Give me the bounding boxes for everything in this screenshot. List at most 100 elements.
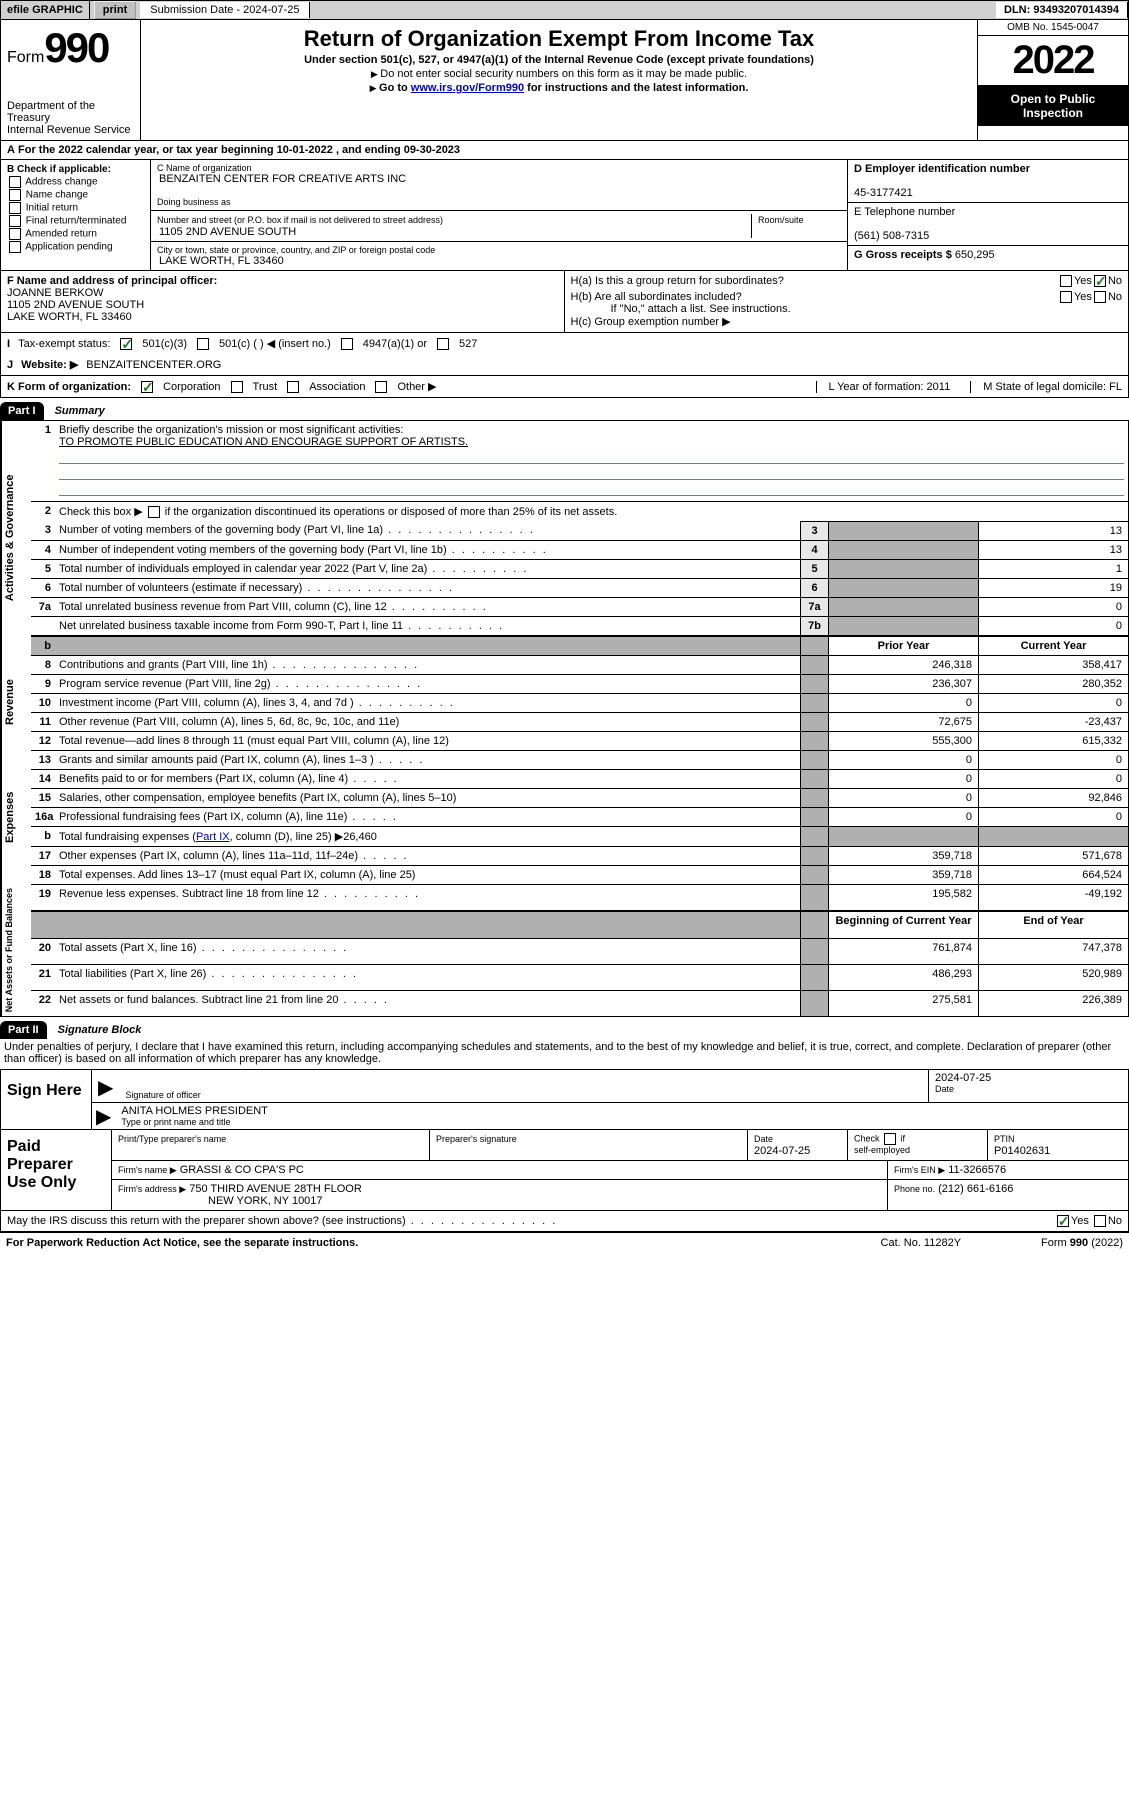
r15-py: 0 xyxy=(828,788,978,807)
r7b-desc: Net unrelated business taxable income fr… xyxy=(55,616,800,635)
r10-cy: 0 xyxy=(978,693,1128,712)
sign-here-block: Sign Here ▶ Signature of officer 2024-07… xyxy=(0,1069,1129,1130)
r12-py: 555,300 xyxy=(828,731,978,750)
cb-discontinued[interactable] xyxy=(148,506,160,518)
cb-ha-no[interactable] xyxy=(1094,275,1106,287)
r17-desc: Other expenses (Part IX, column (A), lin… xyxy=(55,846,800,865)
org-name: BENZAITEN CENTER FOR CREATIVE ARTS INC xyxy=(157,173,841,185)
print-button[interactable]: print xyxy=(94,1,136,19)
link-part-ix[interactable]: Part IX xyxy=(196,831,230,843)
line-k-l-m: K Form of organization: Corporation Trus… xyxy=(0,376,1129,398)
current-year-hdr: Current Year xyxy=(978,635,1128,655)
r16a-cy: 0 xyxy=(978,807,1128,826)
ptin-label: PTIN xyxy=(994,1134,1015,1144)
cb-other[interactable] xyxy=(375,381,387,393)
mission-text: TO PROMOTE PUBLIC EDUCATION AND ENCOURAG… xyxy=(59,436,468,448)
section-b-c-d: B Check if applicable: Address change Na… xyxy=(0,160,1129,271)
cb-app-pending[interactable] xyxy=(9,241,21,253)
cb-address-change[interactable] xyxy=(9,176,21,188)
omb-number: OMB No. 1545-0047 xyxy=(978,20,1128,36)
side-governance: Activities & Governance xyxy=(1,421,31,655)
cb-discuss-no[interactable] xyxy=(1094,1215,1106,1227)
cb-hb-yes[interactable] xyxy=(1060,291,1072,303)
dln: DLN: 93493207014394 xyxy=(996,2,1128,18)
r21-desc: Total liabilities (Part X, line 26) xyxy=(55,964,800,990)
year-formation: L Year of formation: 2011 xyxy=(816,381,963,393)
ein-label: D Employer identification number xyxy=(854,163,1030,175)
part1-header: Part I xyxy=(0,402,44,420)
irs-link[interactable]: www.irs.gov/Form990 xyxy=(411,82,524,94)
declaration-text: Under penalties of perjury, I declare th… xyxy=(0,1039,1129,1067)
sig-date: 2024-07-25 xyxy=(935,1072,1122,1084)
r13-cy: 0 xyxy=(978,750,1128,769)
r9-cy: 280,352 xyxy=(978,674,1128,693)
r5-desc: Total number of individuals employed in … xyxy=(55,559,800,578)
r4-val: 13 xyxy=(978,540,1128,559)
r14-py: 0 xyxy=(828,769,978,788)
addr-label: Number and street (or P.O. box if mail i… xyxy=(157,215,443,225)
cb-name-change[interactable] xyxy=(9,189,21,201)
h-b-note: If "No," attach a list. See instructions… xyxy=(571,303,1123,315)
room-label: Room/suite xyxy=(758,215,804,225)
r12-cy: 615,332 xyxy=(978,731,1128,750)
cb-self-employed[interactable] xyxy=(884,1133,896,1145)
prior-year-hdr: Prior Year xyxy=(828,635,978,655)
box-h: H(a) Is this a group return for subordin… xyxy=(565,271,1129,332)
cb-501c3[interactable] xyxy=(120,338,132,350)
cb-corp[interactable] xyxy=(141,381,153,393)
r14-cy: 0 xyxy=(978,769,1128,788)
org-name-label: C Name of organization xyxy=(157,163,841,173)
cb-assoc[interactable] xyxy=(287,381,299,393)
cb-527[interactable] xyxy=(437,338,449,350)
form-footer: Form 990 (2022) xyxy=(1041,1237,1123,1249)
cb-final-return[interactable] xyxy=(9,215,21,227)
r20-desc: Total assets (Part X, line 16) xyxy=(55,938,800,964)
r22-desc: Net assets or fund balances. Subtract li… xyxy=(55,990,800,1016)
instructions-link-line: Go to www.irs.gov/Form990 for instructio… xyxy=(149,82,969,94)
discuss-line: May the IRS discuss this return with the… xyxy=(0,1211,1129,1232)
side-netassets: Net Assets or Fund Balances xyxy=(1,884,31,1016)
r10-desc: Investment income (Part VIII, column (A)… xyxy=(55,693,800,712)
state-domicile: M State of legal domicile: FL xyxy=(970,381,1122,393)
cb-501c[interactable] xyxy=(197,338,209,350)
r12-desc: Total revenue—add lines 8 through 11 (mu… xyxy=(55,731,800,750)
r10-py: 0 xyxy=(828,693,978,712)
part1-box: Activities & Governance 1 Briefly descri… xyxy=(0,420,1129,1017)
side-expenses: Expenses xyxy=(1,750,31,884)
firm-ein-label: Firm's EIN ▶ xyxy=(894,1165,945,1175)
r20-py: 761,874 xyxy=(828,938,978,964)
topbar: efile GRAPHIC print Submission Date - 20… xyxy=(0,0,1129,20)
prep-sig-label: Preparer's signature xyxy=(436,1134,517,1144)
cb-discuss-yes[interactable] xyxy=(1057,1215,1069,1227)
firm-addr1: 750 THIRD AVENUE 28TH FLOOR xyxy=(189,1183,362,1195)
sign-here-label: Sign Here xyxy=(1,1070,91,1129)
r3-val: 13 xyxy=(978,521,1128,540)
dba-label: Doing business as xyxy=(157,197,841,207)
side-revenue: Revenue xyxy=(1,655,31,750)
firm-phone-label: Phone no. xyxy=(894,1184,935,1194)
cb-initial-return[interactable] xyxy=(9,202,21,214)
firm-name: GRASSI & CO CPA'S PC xyxy=(180,1164,304,1176)
eoy-hdr: End of Year xyxy=(978,910,1128,937)
firm-name-label: Firm's name ▶ xyxy=(118,1165,177,1175)
cb-amended[interactable] xyxy=(9,228,21,240)
officer-addr1: 1105 2ND AVENUE SOUTH xyxy=(7,299,144,311)
box-f: F Name and address of principal officer:… xyxy=(1,271,565,332)
cb-trust[interactable] xyxy=(231,381,243,393)
page-footer: For Paperwork Reduction Act Notice, see … xyxy=(0,1232,1129,1253)
sig-arrow-icon-2: ▶ xyxy=(92,1103,115,1129)
r22-cy: 226,389 xyxy=(978,990,1128,1016)
boy-hdr: Beginning of Current Year xyxy=(828,910,978,937)
cb-4947[interactable] xyxy=(341,338,353,350)
sig-date-label: Date xyxy=(935,1084,1122,1094)
cb-ha-yes[interactable] xyxy=(1060,275,1072,287)
r5-val: 1 xyxy=(978,559,1128,578)
cb-hb-no[interactable] xyxy=(1094,291,1106,303)
part2-header: Part II xyxy=(0,1021,47,1039)
sig-arrow-icon: ▶ xyxy=(92,1070,119,1102)
r18-desc: Total expenses. Add lines 13–17 (must eq… xyxy=(55,865,800,884)
r13-py: 0 xyxy=(828,750,978,769)
form-subtitle: Under section 501(c), 527, or 4947(a)(1)… xyxy=(149,54,969,66)
r18-py: 359,718 xyxy=(828,865,978,884)
r19-desc: Revenue less expenses. Subtract line 18 … xyxy=(55,884,800,910)
